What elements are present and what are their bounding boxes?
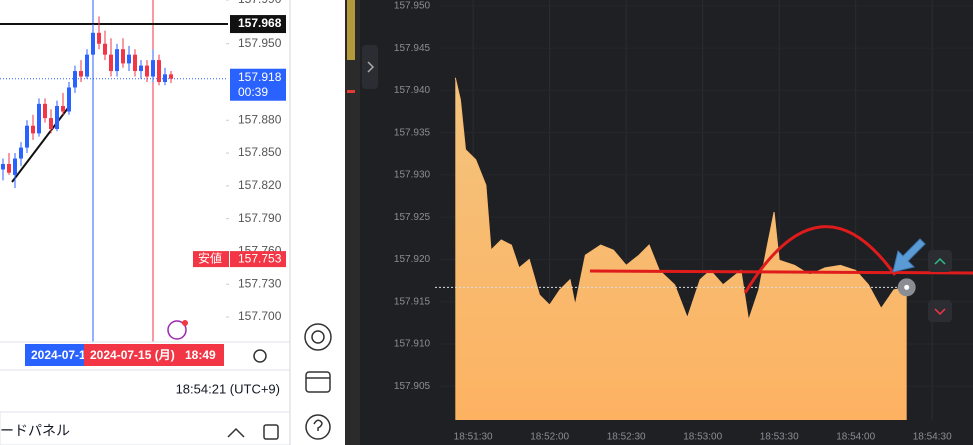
- candle-body: [43, 103, 47, 119]
- y-tick-label: 157.925: [394, 212, 431, 223]
- candle-body: [37, 103, 41, 134]
- side-strip: [345, 0, 360, 445]
- candle-body: [79, 71, 83, 77]
- candle-body: [73, 71, 77, 88]
- strip-mark: [347, 0, 355, 60]
- countdown: 00:39: [238, 85, 268, 99]
- y-tick-label: 157.920: [394, 254, 431, 265]
- candle-chart: 157.700157.730157.760157.790157.820157.8…: [0, 0, 286, 323]
- help-icon: [313, 419, 323, 431]
- y-tick-label: 157.910: [394, 339, 431, 350]
- low-tag-label: 安値: [198, 250, 222, 265]
- expand-button[interactable]: [362, 45, 378, 89]
- y-tick-label: 157.990: [238, 0, 282, 6]
- price-dot: [904, 284, 910, 290]
- candle-body: [139, 65, 143, 72]
- price-tag: [230, 15, 286, 34]
- time-tag: [25, 344, 87, 366]
- candle-body: [163, 74, 167, 82]
- candle-body: [91, 32, 95, 55]
- candle-body: [109, 54, 113, 72]
- candle-body: [133, 54, 137, 72]
- candle-body: [115, 49, 119, 72]
- x-tick-label: 18:53:30: [760, 432, 799, 443]
- y-tick-label: 157.850: [238, 145, 282, 159]
- target-button[interactable]: [304, 323, 332, 351]
- help-button[interactable]: [305, 414, 331, 440]
- y-tick-label: 157.950: [394, 1, 431, 12]
- price-tag-label: 157.918: [238, 70, 282, 84]
- expand-icon: [367, 61, 375, 73]
- y-tick-label: 157.940: [394, 85, 431, 96]
- candle-body: [169, 74, 173, 79]
- time-tag-label: 18:49: [185, 348, 216, 362]
- candle-body: [85, 54, 89, 77]
- calendar-button[interactable]: [305, 371, 331, 393]
- down-button[interactable]: [928, 300, 952, 322]
- y-tick-label: 157.820: [238, 178, 282, 192]
- time-tag-label: 2024-07-1: [31, 348, 86, 362]
- x-tick-label: 18:51:30: [454, 432, 493, 443]
- candle-body: [31, 125, 35, 134]
- candle-body: [25, 125, 29, 148]
- annotation-line: [589, 269, 973, 275]
- candle-body: [127, 54, 131, 64]
- y-tick-label: 157.950: [238, 36, 282, 50]
- x-tick-label: 18:52:00: [530, 432, 569, 443]
- candle-body: [13, 158, 17, 175]
- candle-body: [151, 60, 155, 77]
- y-tick-label: 157.905: [394, 381, 431, 392]
- x-tick-label: 18:54:30: [913, 432, 952, 443]
- candle-body: [103, 43, 107, 55]
- time-tag-label: 2024-07-15 (月): [90, 348, 175, 362]
- y-tick-label: 157.930: [394, 170, 431, 181]
- y-tick-label: 157.935: [394, 127, 431, 138]
- x-tick-label: 18:54:00: [836, 432, 875, 443]
- x-tick-label: 18:53:00: [683, 432, 722, 443]
- annotation-curve: [743, 225, 897, 294]
- candle-body: [19, 147, 23, 159]
- clock: 18:54:21 (UTC+9): [176, 381, 280, 396]
- candle-body: [121, 49, 125, 64]
- y-tick-label: 157.730: [238, 276, 282, 290]
- target-icon: [311, 330, 325, 344]
- annotation-arrow: [892, 238, 926, 273]
- up-button[interactable]: [928, 250, 952, 272]
- alert-icon[interactable]: [167, 320, 187, 340]
- area-fill: [455, 77, 907, 421]
- candle-body: [1, 163, 5, 170]
- y-tick-label: 157.915: [394, 296, 431, 307]
- panel-title: ードパネル: [0, 423, 70, 439]
- candle-body: [49, 118, 53, 130]
- settings-icon[interactable]: [253, 349, 267, 363]
- candle-body: [61, 106, 65, 112]
- candle-body: [67, 87, 71, 112]
- alert-dot: [182, 320, 188, 326]
- y-tick-label: 157.945: [394, 43, 431, 54]
- y-tick-label: 157.880: [238, 112, 282, 126]
- strip-mark: [347, 90, 355, 93]
- price-tag-label: 157.968: [238, 16, 282, 30]
- candle-body: [7, 163, 11, 173]
- candle-body: [157, 60, 161, 82]
- price-tag: [230, 251, 286, 268]
- x-tick-label: 18:52:30: [607, 432, 646, 443]
- time-tag: [84, 344, 224, 366]
- up-icon: [934, 257, 946, 265]
- candle-body: [97, 32, 101, 44]
- toolbar: [291, 0, 345, 445]
- down-icon: [934, 308, 946, 316]
- y-tick-label: 157.700: [238, 309, 282, 323]
- collapse-button[interactable]: [227, 427, 245, 438]
- price-tag: [230, 68, 286, 101]
- y-tick-label: 157.790: [238, 211, 282, 225]
- candle-body: [55, 106, 59, 130]
- price-tag-label: 157.753: [238, 251, 282, 265]
- low-tag: [193, 251, 229, 268]
- maximize-button[interactable]: [263, 424, 279, 440]
- candle-body: [145, 65, 149, 77]
